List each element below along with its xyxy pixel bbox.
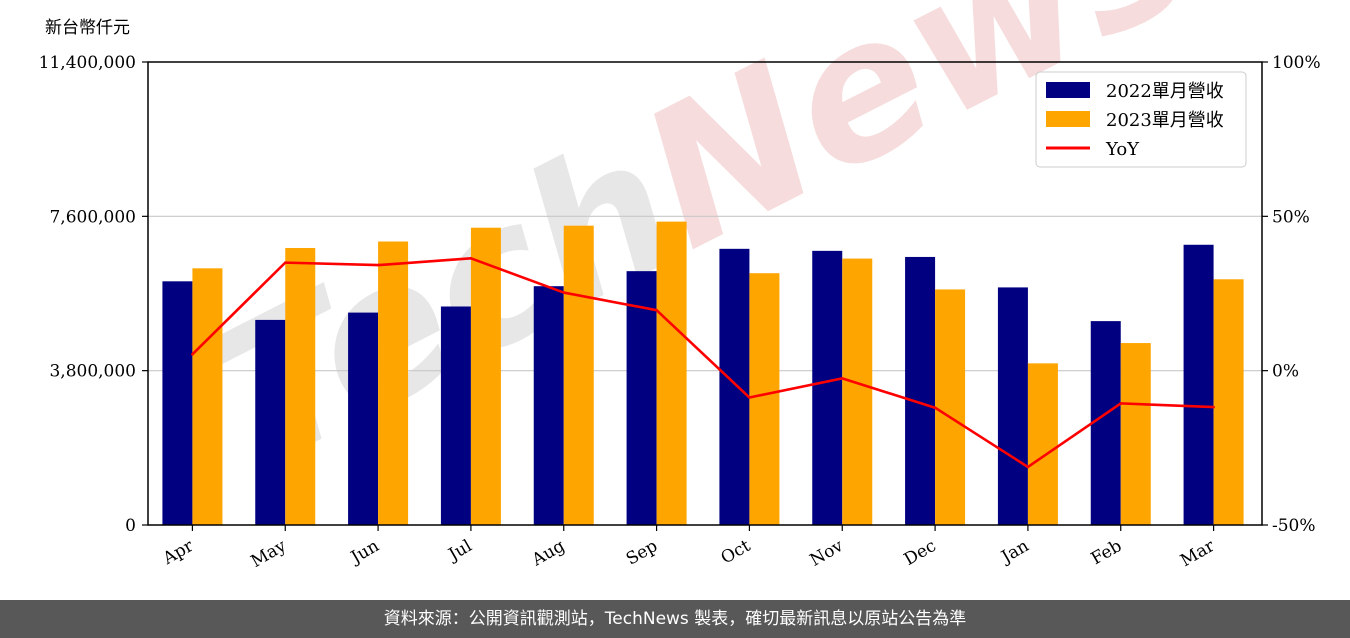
- y-left-tick-label: 7,600,000: [49, 207, 136, 227]
- y-right-tick-label: 0%: [1272, 362, 1299, 382]
- bar-2022-apr: [162, 281, 193, 525]
- x-tick-label-may: May: [248, 536, 291, 572]
- bar-2023-aug: [563, 225, 594, 525]
- legend-label-2: YoY: [1105, 139, 1140, 160]
- legend-label-0: 2022單月營收: [1106, 81, 1224, 102]
- grid-lines: [148, 215, 1262, 372]
- y-left-tick-label: 3,800,000: [49, 362, 136, 382]
- bar-2022-nov: [812, 250, 843, 525]
- yoy-point-mar: [1212, 405, 1215, 409]
- x-tick-label-nov: Nov: [807, 536, 847, 571]
- x-tick-label-oct: Oct: [718, 536, 754, 569]
- x-tick-label-aug: Aug: [528, 536, 569, 571]
- yoy-point-apr: [191, 353, 194, 356]
- y-left-tick-label: 11,400,000: [39, 53, 136, 73]
- plot-frame: [147, 61, 1263, 526]
- x-tick-label-apr: Apr: [159, 536, 198, 570]
- bar-2023-sep: [656, 221, 687, 525]
- bar-2022-feb: [1090, 321, 1121, 525]
- bar-2023-jul: [470, 227, 501, 525]
- x-tick-label-feb: Feb: [1088, 536, 1126, 569]
- unit-label: 新台幣仟元: [45, 18, 130, 38]
- bar-2022-sep: [626, 271, 657, 525]
- legend: 2022單月營收 2023單月營收 YoY: [1035, 71, 1247, 168]
- source-footer: 資料來源：公開資訊觀測站，TechNews 製表，確切最新訊息以原站公告為準: [0, 600, 1350, 638]
- yoy-point-jul: [469, 257, 473, 260]
- bar-2022-oct: [719, 248, 750, 525]
- bar-2022-jul: [440, 306, 471, 525]
- bar-2022-dec: [905, 256, 936, 525]
- yoy-point-feb: [1119, 402, 1123, 405]
- bar-2022-may: [255, 319, 286, 525]
- legend-swatch-1: [1046, 111, 1090, 127]
- legend-swatch-0: [1046, 82, 1090, 98]
- bar-2023-dec: [935, 289, 966, 525]
- x-tick-label-mar: Mar: [1177, 536, 1219, 572]
- bar-2022-jan: [997, 287, 1028, 525]
- bar-2022-mar: [1183, 244, 1214, 525]
- yoy-point-sep: [655, 308, 658, 312]
- bars: [162, 221, 1244, 526]
- x-tick-label-jun: Jun: [346, 536, 383, 569]
- y-right-tick-label: -50%: [1272, 516, 1316, 536]
- revenue-chart: TechNews 03,800,0007,600,00011,400,000-5…: [39, 0, 1321, 572]
- bar-2023-nov: [842, 258, 873, 525]
- bar-2023-mar: [1213, 279, 1244, 525]
- yoy-point-dec: [933, 406, 937, 410]
- legend-label-1: 2023單月營收: [1106, 110, 1224, 131]
- yoy-point-aug: [562, 291, 566, 294]
- yoy-point-jun: [376, 263, 380, 267]
- x-tick-label-jan: Jan: [997, 536, 1033, 568]
- bar-2023-jun: [378, 241, 409, 525]
- y-right-tick-label: 100%: [1272, 53, 1321, 73]
- yoy-point-may: [283, 261, 287, 264]
- yoy-point-oct: [748, 396, 751, 399]
- bar-2023-feb: [1120, 343, 1151, 525]
- x-tick-label-jul: Jul: [444, 536, 476, 566]
- bar-2023-apr: [192, 268, 223, 525]
- x-tick-label-dec: Dec: [901, 536, 940, 570]
- x-tick-label-sep: Sep: [623, 536, 661, 570]
- y-left-tick-label: 0: [125, 516, 136, 536]
- yoy-line: [191, 257, 1214, 469]
- bar-2022-jun: [348, 312, 379, 525]
- yoy-point-nov: [840, 377, 844, 380]
- y-right-tick-label: 50%: [1272, 207, 1310, 227]
- yoy-line-layer: [191, 257, 1215, 469]
- bar-2022-aug: [533, 286, 564, 525]
- bar-2023-oct: [749, 273, 780, 525]
- yoy-point-jan: [1026, 465, 1030, 469]
- bar-2023-jan: [1027, 363, 1058, 525]
- bar-2023-may: [285, 248, 316, 526]
